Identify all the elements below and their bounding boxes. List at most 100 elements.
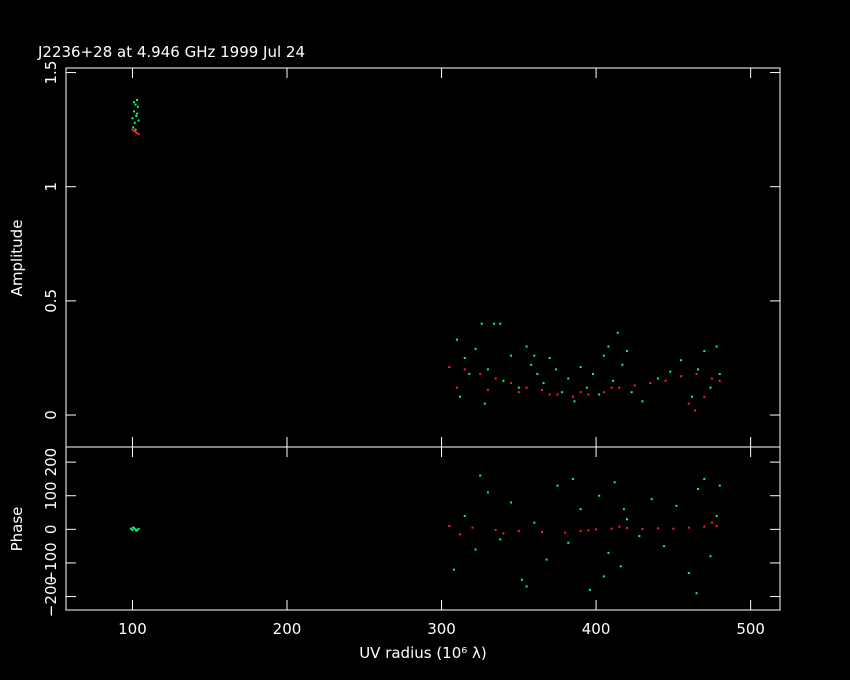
point: [530, 363, 533, 366]
point: [680, 359, 683, 362]
point: [517, 386, 520, 389]
point: [656, 527, 659, 530]
point: [136, 98, 139, 101]
point: [456, 386, 458, 389]
point: [561, 391, 564, 394]
point: [656, 377, 659, 380]
y-tick-label: 0: [42, 410, 60, 420]
point: [556, 393, 559, 396]
point: [479, 474, 482, 477]
point: [613, 481, 616, 484]
point: [134, 130, 137, 133]
point: [598, 494, 601, 497]
point: [598, 393, 601, 396]
point: [474, 347, 477, 350]
y-tick-label: 1.5: [42, 61, 60, 85]
y-tick-label: −100: [42, 542, 60, 583]
point: [137, 528, 140, 531]
point: [137, 133, 140, 136]
point: [695, 592, 698, 595]
point: [136, 132, 139, 135]
point: [502, 532, 505, 535]
point: [664, 379, 667, 382]
point: [556, 484, 559, 487]
point: [134, 528, 137, 531]
point: [718, 484, 721, 487]
point: [542, 382, 545, 385]
point: [607, 345, 610, 348]
point: [131, 529, 134, 532]
point: [622, 508, 625, 511]
point: [641, 528, 644, 531]
point: [675, 504, 678, 507]
point: [703, 395, 706, 398]
point: [525, 345, 528, 348]
point: [517, 391, 520, 394]
point: [536, 372, 539, 375]
point: [697, 368, 700, 371]
point: [626, 518, 628, 521]
point: [499, 538, 502, 541]
point: [135, 114, 138, 117]
point: [687, 572, 690, 575]
point: [479, 372, 482, 375]
x-tick-label: 200: [273, 620, 302, 638]
point: [630, 391, 633, 394]
point: [709, 555, 712, 558]
point: [132, 126, 135, 129]
point: [595, 528, 598, 531]
point: [129, 527, 132, 530]
point: [468, 372, 471, 375]
point: [641, 400, 644, 403]
point: [471, 526, 474, 529]
point: [690, 395, 693, 398]
y-axis-label: Amplitude: [8, 220, 26, 297]
point: [612, 379, 615, 382]
point: [618, 525, 621, 528]
point: [499, 322, 502, 325]
point: [486, 368, 489, 371]
point: [486, 388, 489, 391]
point: [687, 402, 690, 405]
point: [541, 388, 543, 391]
point: [137, 119, 140, 122]
point: [133, 129, 135, 132]
point: [571, 395, 574, 398]
y-tick-label: 0: [42, 525, 60, 535]
y-tick-label: 0.5: [42, 289, 60, 313]
point: [136, 112, 139, 115]
point: [633, 384, 636, 387]
point: [510, 382, 513, 385]
point: [564, 531, 567, 534]
point: [587, 393, 590, 396]
point: [694, 409, 696, 412]
point: [548, 356, 551, 359]
point: [567, 541, 570, 544]
point: [567, 377, 570, 380]
point: [474, 548, 477, 551]
point: [133, 121, 136, 124]
x-tick-label: 400: [582, 620, 611, 638]
point: [548, 393, 551, 396]
point: [579, 530, 582, 533]
point: [650, 498, 653, 501]
point: [687, 526, 690, 529]
point: [610, 527, 613, 530]
point: [136, 105, 139, 108]
point: [619, 565, 622, 568]
point: [463, 356, 466, 359]
point: [638, 535, 641, 538]
point: [602, 575, 605, 578]
point: [132, 526, 135, 529]
point: [715, 345, 718, 348]
point: [134, 103, 137, 106]
point: [626, 526, 628, 529]
y-axis-label: Phase: [8, 507, 26, 552]
point: [592, 372, 594, 375]
point: [709, 386, 712, 389]
point: [131, 128, 134, 131]
point: [533, 354, 536, 357]
point: [718, 379, 721, 382]
